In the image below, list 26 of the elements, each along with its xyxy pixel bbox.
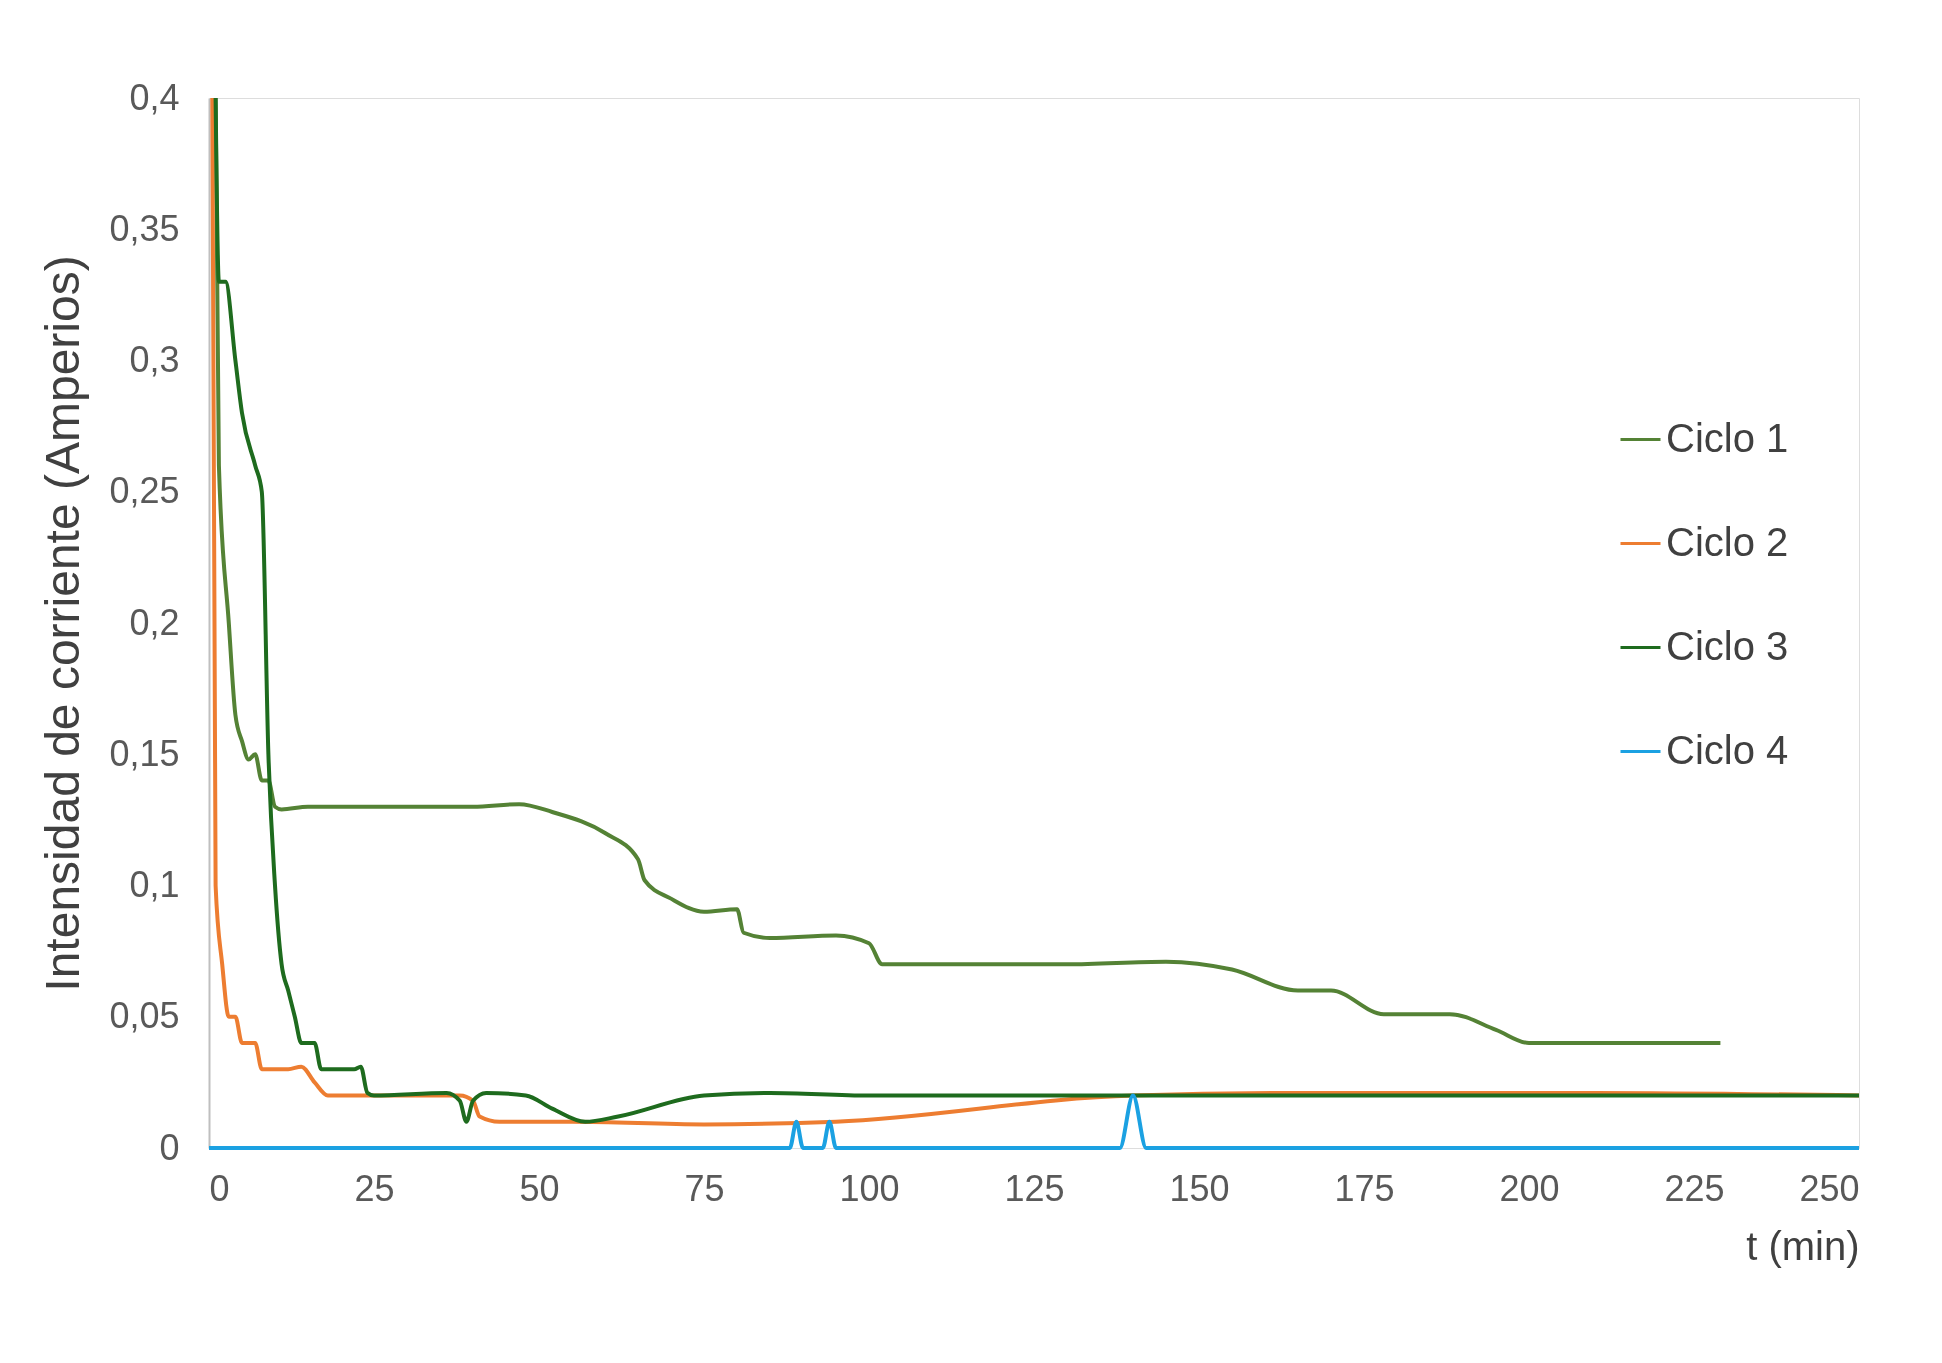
x-tick-label: 25 xyxy=(354,1167,395,1209)
x-tick-label: 150 xyxy=(1169,1167,1230,1209)
y-tick-label: 0,4 xyxy=(129,76,180,118)
x-tick-label: 125 xyxy=(1004,1167,1065,1209)
y-tick-label: 0,3 xyxy=(129,339,180,380)
legend-label: Ciclo 3 xyxy=(1666,623,1789,668)
y-axis-title: Intensidad de corriente (Amperios) xyxy=(36,255,90,992)
legend-label: Ciclo 4 xyxy=(1666,727,1789,772)
legend-label: Ciclo 1 xyxy=(1666,415,1789,460)
x-tick-label: 75 xyxy=(684,1167,725,1209)
x-tick-label: 175 xyxy=(1334,1167,1395,1209)
y-tick-label: 0,25 xyxy=(109,470,180,512)
x-tick-label: 0 xyxy=(209,1167,230,1209)
y-tick-label: 0,35 xyxy=(109,207,180,249)
y-tick-label: 0,1 xyxy=(129,864,180,905)
x-tick-label: 50 xyxy=(519,1167,560,1209)
x-tick-label: 225 xyxy=(1664,1167,1725,1209)
x-axis-title: t (min) xyxy=(1746,1223,1860,1268)
x-tick-label: 250 xyxy=(1799,1167,1860,1209)
y-tick-label: 0,2 xyxy=(129,601,180,643)
y-tick-label: 0,15 xyxy=(109,732,180,774)
x-tick-label: 200 xyxy=(1499,1167,1560,1209)
x-tick-label: 100 xyxy=(839,1167,900,1209)
y-tick-label: 0 xyxy=(159,1126,180,1168)
y-tick-label: 0,05 xyxy=(109,995,180,1037)
legend-label: Ciclo 2 xyxy=(1666,519,1789,564)
